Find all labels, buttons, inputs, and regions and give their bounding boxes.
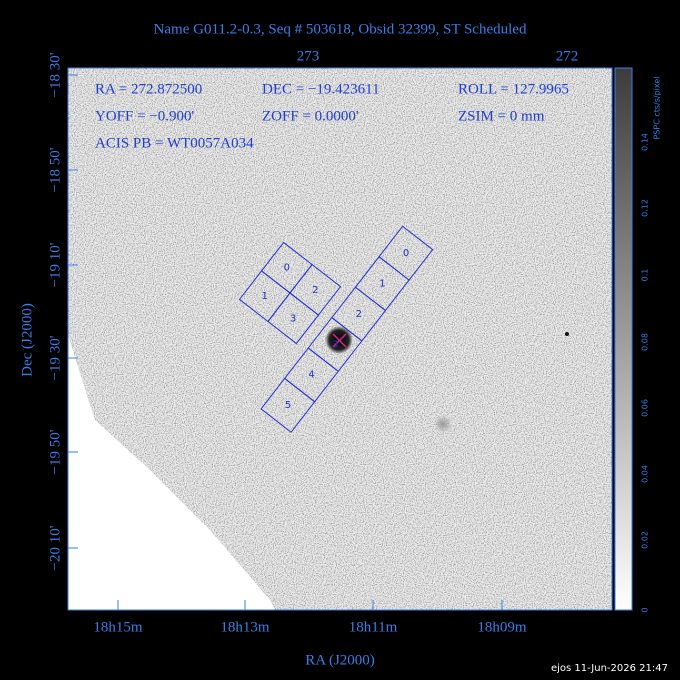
ccd-chip: [260, 377, 316, 433]
colorbar: [614, 67, 633, 611]
colorbar-tick-label: 0.14: [641, 133, 650, 151]
colorbar-tick-label: 0.12: [641, 199, 650, 217]
info-text: ACIS PB = WT0057A034: [95, 135, 254, 151]
y-axis-title: Dec (J2000): [19, 303, 35, 377]
no-coverage: [68, 335, 275, 610]
colorbar-tick-label: 0.02: [641, 531, 650, 549]
info-text: YOFF = −0.900': [95, 108, 195, 124]
chip-label: 2: [356, 309, 362, 320]
chip-label: 4: [308, 370, 314, 381]
top-tick-label: 273: [297, 48, 320, 64]
chip-label: 1: [262, 291, 268, 302]
source: [565, 332, 569, 336]
i-array: 0 1 2 3: [238, 241, 342, 345]
chip-label: 5: [285, 400, 291, 411]
info-text: DEC = −19.423611: [262, 81, 380, 97]
target-marker: [332, 333, 347, 348]
left-tick-label: −20 10': [47, 525, 63, 570]
footer: ejos 11-Jun-2026 21:47: [551, 663, 668, 674]
chip-label: 0: [284, 263, 290, 274]
info-text: ZSIM = 0 mm: [458, 108, 545, 124]
bottom-tick-label: 18h13m: [220, 619, 270, 635]
left-tick-label: −19 30': [47, 335, 63, 380]
source: [434, 415, 452, 433]
colorbar-tick-label: 0.04: [641, 465, 650, 483]
top-tick-label: 272: [556, 48, 579, 64]
left-tick-label: −19 50': [47, 429, 63, 474]
ccd-chip: [267, 292, 320, 345]
s-array: 0 1 2 3 4 5: [260, 225, 434, 433]
frame: [67, 67, 613, 611]
x-axis-title: RA (J2000): [305, 652, 375, 668]
colorbar-tick-label: 0.1: [641, 269, 650, 282]
chip-label: 3: [332, 339, 338, 350]
info-text: RA = 272.872500: [95, 81, 202, 97]
info-text: ROLL = 127.9965: [458, 81, 569, 97]
left-tick-label: −18 50': [47, 147, 63, 192]
left-tick-label: −19 10': [47, 242, 63, 287]
colorbar-tick-label: 0.06: [641, 399, 650, 417]
title: Name G011.2-0.3, Seq # 503618, Obsid 323…: [154, 21, 527, 37]
bottom-tick-label: 18h09m: [477, 619, 527, 635]
colorbar-tick-label: 0: [641, 607, 650, 612]
left-tick-label: −18 30': [47, 52, 63, 97]
chip-label: 0: [403, 248, 409, 259]
colorbar-label: PSPC cts/s/pixel: [653, 76, 662, 139]
bottom-tick-label: 18h15m: [93, 619, 143, 635]
chip-label: 3: [290, 313, 296, 324]
chip-label: 1: [379, 278, 385, 289]
info-text: ZOFF = 0.0000': [262, 108, 359, 124]
bottom-tick-label: 18h11m: [349, 619, 398, 635]
chip-label: 2: [312, 285, 318, 296]
colorbar-tick-label: 0.08: [641, 333, 650, 351]
